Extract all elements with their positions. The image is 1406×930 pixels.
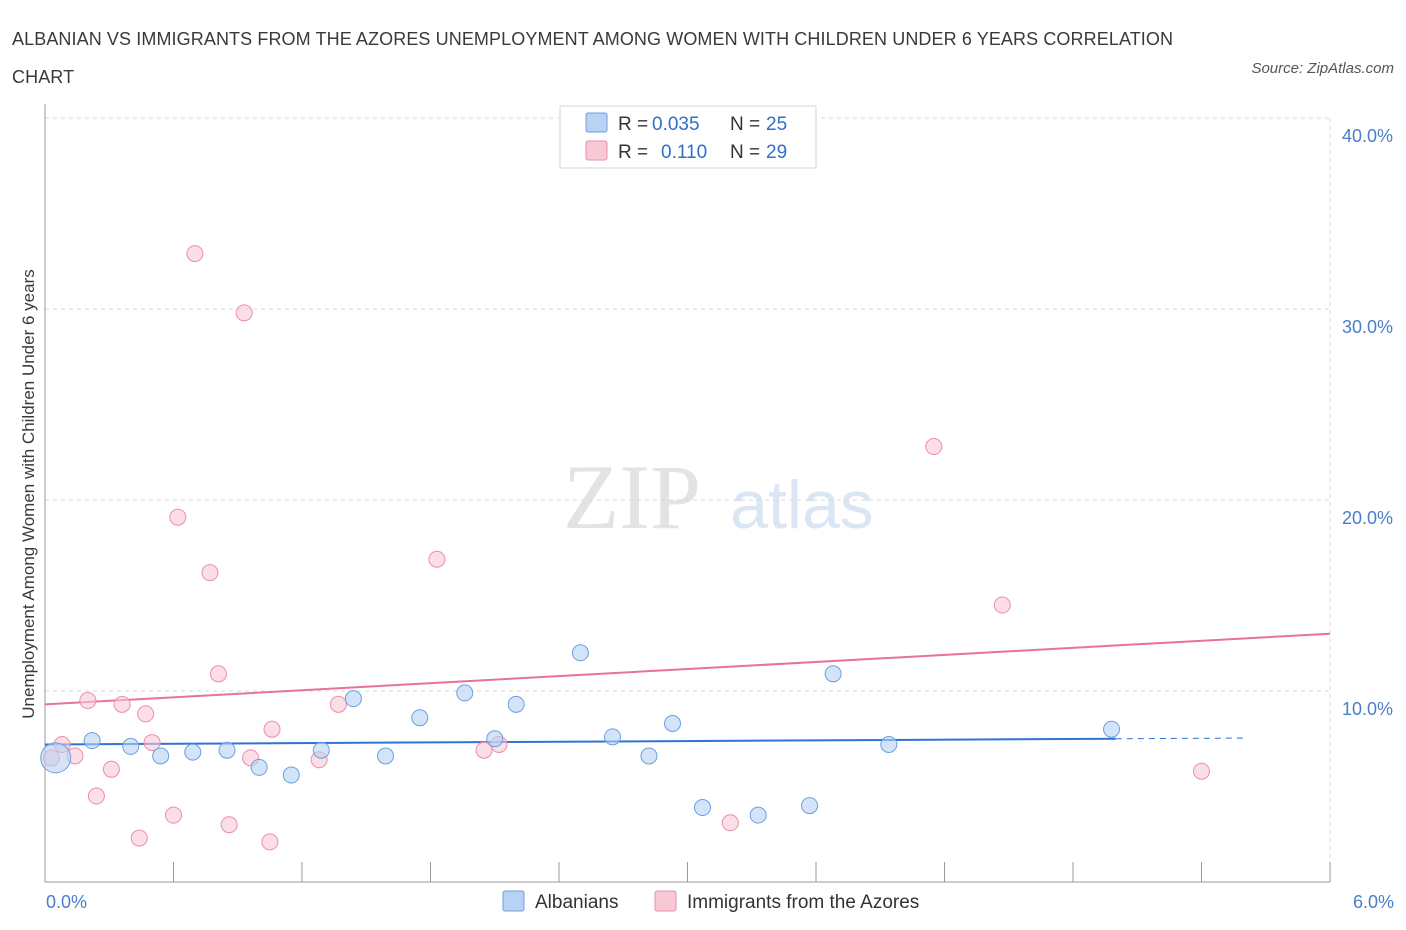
trend-extension-albanians [1115, 737, 1245, 740]
point-albanians-20 [749, 806, 767, 824]
data-points [40, 245, 1210, 851]
point-azores-14 [209, 665, 227, 683]
trend-line-azores [44, 632, 1331, 706]
x-tick-label-max: 6.0% [1353, 892, 1394, 912]
point-azores-5 [102, 760, 120, 778]
point-albanians-8 [312, 741, 330, 759]
point-albanians-23 [880, 735, 898, 753]
point-azores-8 [137, 705, 155, 723]
point-albanians-15 [571, 644, 589, 662]
point-azores-23 [475, 741, 493, 759]
series-legend: Albanians Immigrants from the Azores [502, 890, 919, 913]
point-albanians-24 [1103, 720, 1121, 738]
point-albanians-19 [693, 799, 711, 817]
x-tick-label-min: 0.0% [46, 892, 87, 912]
point-albanians-7 [282, 766, 300, 784]
point-albanians-14 [507, 695, 525, 713]
legend-r-label-albanians: R = [618, 114, 648, 135]
point-azores-3 [79, 692, 97, 710]
point-albanians-18 [664, 714, 682, 732]
y-tick-label-40: 40.0% [1342, 126, 1393, 146]
source-label: Source: ZipAtlas.com [1251, 60, 1394, 77]
point-albanians-10 [377, 747, 395, 765]
y-tick-label-20: 20.0% [1342, 508, 1393, 528]
series-legend-label-albanians: Albanians [535, 892, 618, 913]
point-albanians-5 [218, 741, 236, 759]
point-albanians-11 [411, 709, 429, 727]
point-azores-13 [201, 564, 219, 582]
point-azores-28 [1193, 762, 1210, 780]
point-azores-19 [263, 720, 281, 738]
point-azores-11 [169, 508, 187, 526]
point-albanians-9 [344, 690, 362, 708]
watermark-atlas: atlas [730, 467, 874, 543]
point-albanians-4 [184, 743, 202, 761]
point-azores-12 [186, 245, 204, 263]
point-albanians-1 [83, 732, 101, 750]
point-azores-21 [329, 695, 347, 713]
point-albanians-2 [122, 737, 140, 755]
correlation-legend: R = 0.035 N = 25 R = 0.110 N = 29 [559, 105, 817, 169]
point-azores-18 [261, 833, 279, 851]
trend-line-albanians [44, 737, 1116, 746]
legend-r-value-albanians: 0.035 [652, 114, 700, 135]
legend-n-label-albanians: N = [730, 114, 760, 135]
legend-r-label-azores: R = [618, 142, 648, 163]
point-albanians-17 [640, 747, 658, 765]
point-albanians-22 [824, 665, 842, 683]
point-albanians-3 [152, 747, 170, 765]
chart-title: ALBANIAN VS IMMIGRANTS FROM THE AZORES U… [12, 29, 1174, 87]
watermark-zip: ZIP [563, 446, 701, 548]
series-legend-swatch-albanians [502, 890, 525, 912]
point-azores-27 [993, 596, 1011, 614]
point-azores-25 [721, 814, 739, 832]
legend-n-value-azores: 29 [766, 142, 787, 163]
legend-n-value-albanians: 25 [766, 114, 787, 135]
y-axis-label: Unemployment Among Women with Children U… [19, 269, 38, 718]
legend-swatch-albanians [585, 112, 608, 133]
series-legend-swatch-azores [654, 890, 677, 912]
point-albanians-21 [801, 797, 819, 815]
y-tick-labels: 10.0% 20.0% 30.0% 40.0% [1342, 126, 1393, 719]
point-albanians-12 [456, 684, 474, 702]
y-tick-label-30: 30.0% [1342, 317, 1393, 337]
point-azores-4 [87, 787, 105, 805]
legend-r-value-azores: 0.110 [661, 142, 707, 163]
point-azores-16 [235, 304, 253, 322]
legend-swatch-azores [585, 140, 608, 161]
point-azores-6 [113, 695, 131, 713]
y-tick-label-10: 10.0% [1342, 699, 1393, 719]
series-legend-label-azores: Immigrants from the Azores [687, 892, 919, 913]
point-azores-22 [428, 550, 446, 568]
point-azores-9 [143, 734, 161, 752]
axes [44, 104, 1331, 883]
point-azores-26 [925, 438, 943, 456]
point-albanians-13 [486, 730, 504, 748]
point-azores-7 [130, 829, 148, 847]
point-albanians-0 [40, 742, 72, 774]
trend-lines [44, 632, 1331, 746]
point-albanians-6 [250, 758, 268, 776]
point-albanians-16 [604, 728, 622, 746]
legend-n-label-azores: N = [730, 142, 760, 163]
gridlines [45, 117, 1331, 882]
point-azores-10 [165, 806, 182, 824]
point-azores-15 [220, 816, 238, 834]
